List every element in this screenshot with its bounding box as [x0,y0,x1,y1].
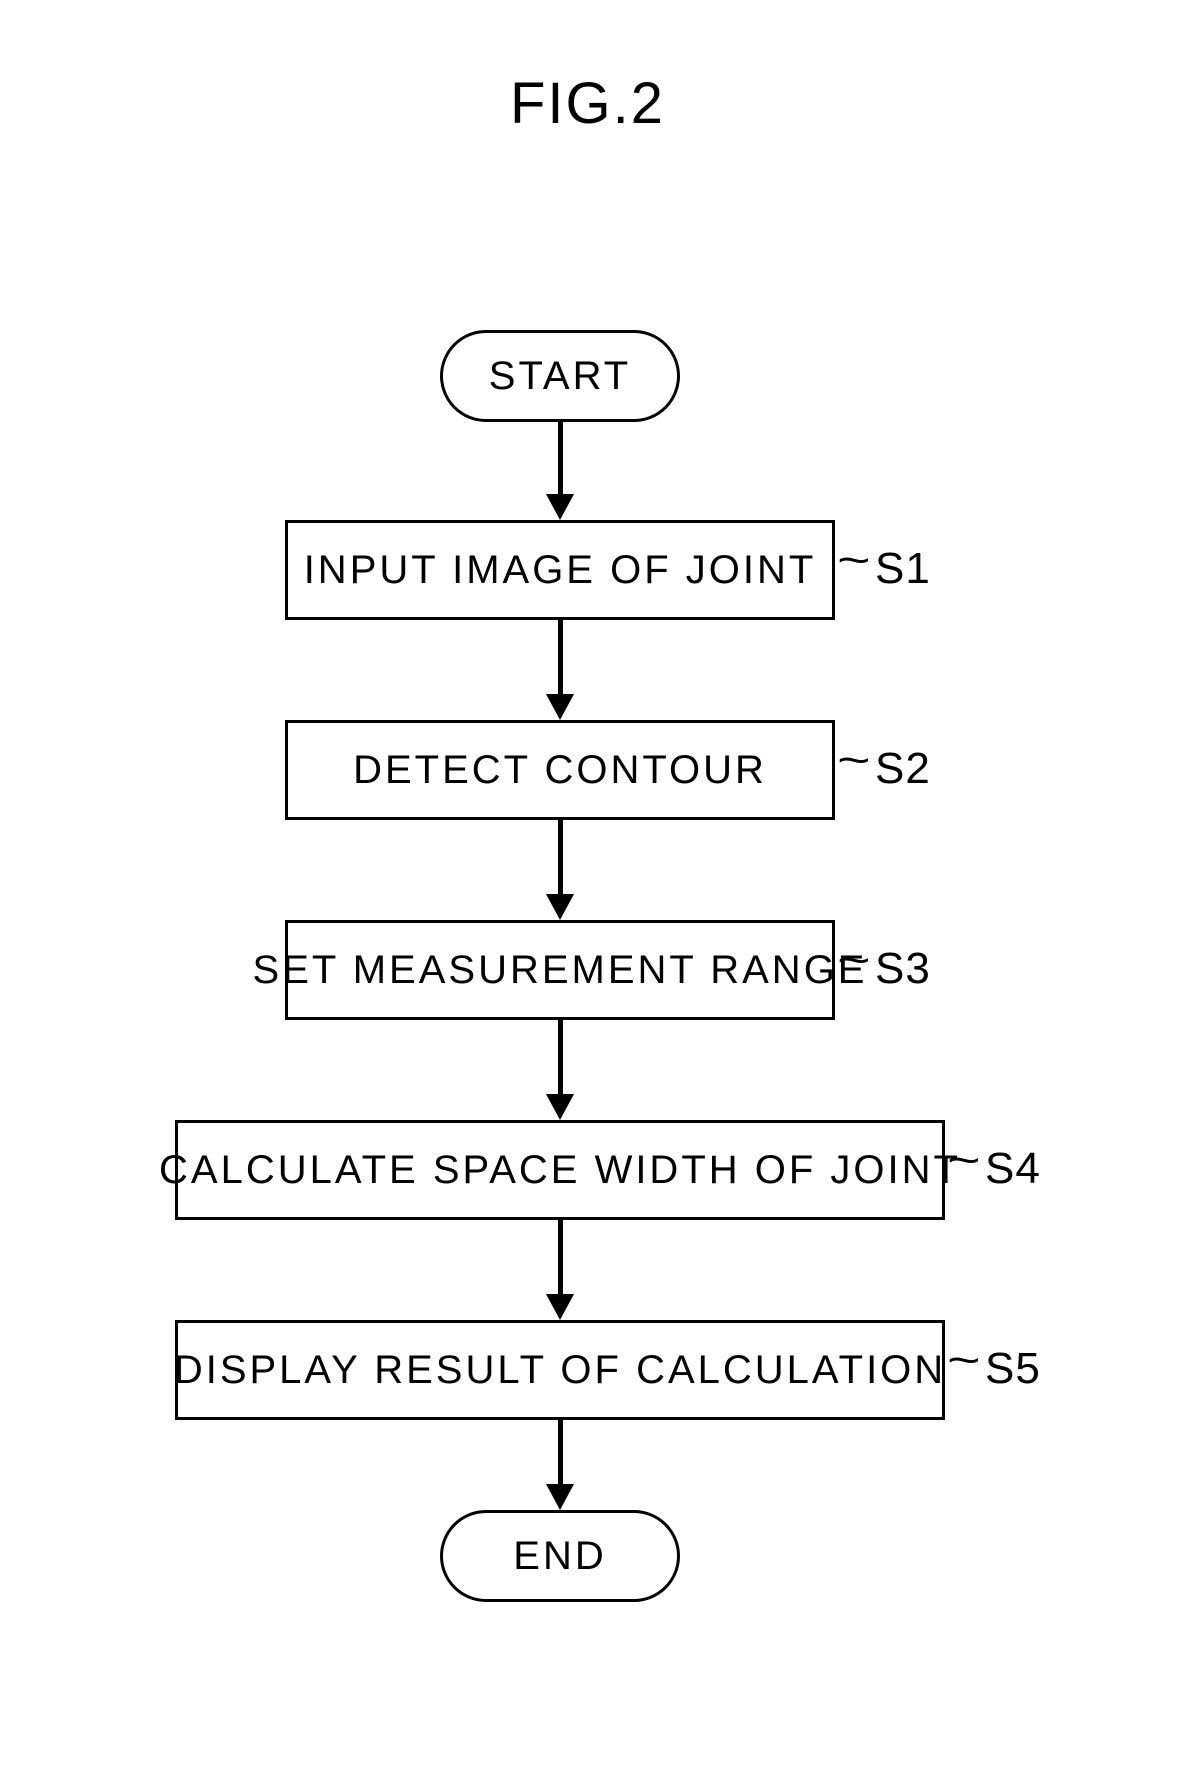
flow-node-end: END [440,1510,680,1602]
flow-node-text: CALCULATE SPACE WIDTH OF JOINT [159,1148,961,1193]
flow-step-label-s2: S2 [875,744,931,794]
flow-node-text: SET MEASUREMENT RANGE [253,948,868,993]
flow-arrow-head [546,1294,574,1320]
flow-arrow-head [546,694,574,720]
flow-node-start: START [440,330,680,422]
flow-arrow-head [546,1094,574,1120]
flow-arrow-head [546,494,574,520]
figure-title: FIG.2 [510,70,665,137]
flow-label-connector: ~ [947,1336,980,1386]
flow-step-label-s1: S1 [875,544,931,594]
flow-node-text: DISPLAY RESULT OF CALCULATION [174,1348,946,1393]
flow-step-label-s5: S5 [985,1344,1041,1394]
flow-label-connector: ~ [837,736,870,786]
flow-arrow-head [546,1484,574,1510]
flow-node-text: START [489,354,631,399]
flow-arrow-line [558,422,563,496]
flow-node-text: END [513,1534,606,1579]
flow-node-text: INPUT IMAGE OF JOINT [304,548,817,593]
flow-arrow-line [558,620,563,696]
flow-arrow-head [546,894,574,920]
flow-arrow-line [558,1020,563,1096]
flow-arrow-line [558,820,563,896]
flow-arrow-line [558,1220,563,1296]
flow-node-text: DETECT CONTOUR [353,748,767,793]
flow-arrow-line [558,1420,563,1486]
flow-step-label-s3: S3 [875,944,931,994]
flow-step-label-s4: S4 [985,1144,1041,1194]
flow-node-s4: CALCULATE SPACE WIDTH OF JOINT [175,1120,945,1220]
flow-label-connector: ~ [837,936,870,986]
flow-label-connector: ~ [837,536,870,586]
flow-node-s5: DISPLAY RESULT OF CALCULATION [175,1320,945,1420]
flow-node-s2: DETECT CONTOUR [285,720,835,820]
flow-label-connector: ~ [947,1136,980,1186]
flow-node-s3: SET MEASUREMENT RANGE [285,920,835,1020]
flow-node-s1: INPUT IMAGE OF JOINT [285,520,835,620]
